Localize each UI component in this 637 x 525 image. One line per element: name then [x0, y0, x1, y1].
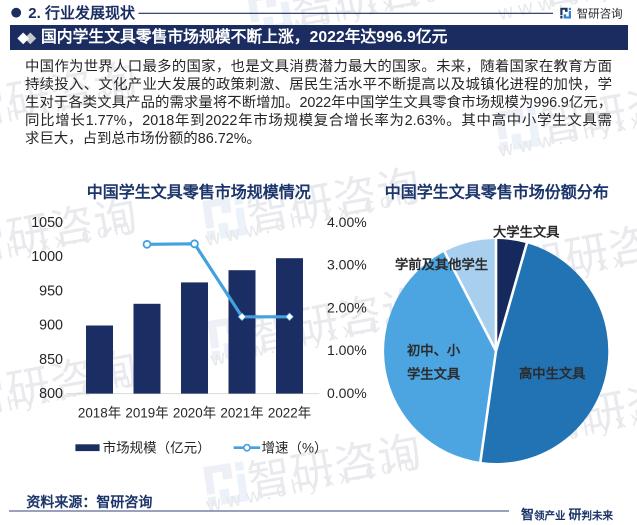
svg-text:学前及其他学生: 学前及其他学生 [395, 256, 488, 272]
svg-text:初中、小: 初中、小 [407, 342, 461, 358]
svg-text:2022年: 2022年 [268, 406, 311, 421]
svg-text:学生文具: 学生文具 [407, 365, 461, 381]
svg-text:市场规模（亿元）: 市场规模（亿元） [103, 439, 211, 455]
svg-text:2020年: 2020年 [173, 406, 216, 421]
svg-text:4.00%: 4.00% [327, 214, 367, 230]
svg-text:850: 850 [39, 352, 63, 368]
svg-text:0.00%: 0.00% [327, 385, 367, 401]
svg-text:2. 行业发展现状: 2. 行业发展现状 [28, 4, 136, 22]
svg-text:2019年: 2019年 [125, 406, 168, 421]
svg-text:800: 800 [39, 386, 63, 402]
svg-text:2021年: 2021年 [220, 406, 263, 421]
svg-text:中国学生文具零售市场份额分布: 中国学生文具零售市场份额分布 [385, 183, 609, 202]
svg-text:中国学生文具零售市场规模情况: 中国学生文具零售市场规模情况 [87, 183, 311, 202]
svg-text:1050: 1050 [31, 215, 63, 231]
svg-text:2.00%: 2.00% [327, 299, 367, 315]
svg-text:增速（%）: 增速（%） [262, 440, 328, 455]
svg-text:2018年: 2018年 [78, 406, 121, 421]
svg-text:1.00%: 1.00% [327, 342, 367, 358]
svg-text:智研咨询: 智研咨询 [577, 6, 623, 20]
svg-text:900: 900 [39, 318, 63, 334]
svg-text:950: 950 [39, 283, 63, 299]
svg-text:大学生文具: 大学生文具 [493, 223, 560, 239]
svg-text:3.00%: 3.00% [327, 257, 367, 273]
svg-text:高中生文具: 高中生文具 [519, 365, 586, 381]
svg-text:1000: 1000 [31, 249, 63, 265]
